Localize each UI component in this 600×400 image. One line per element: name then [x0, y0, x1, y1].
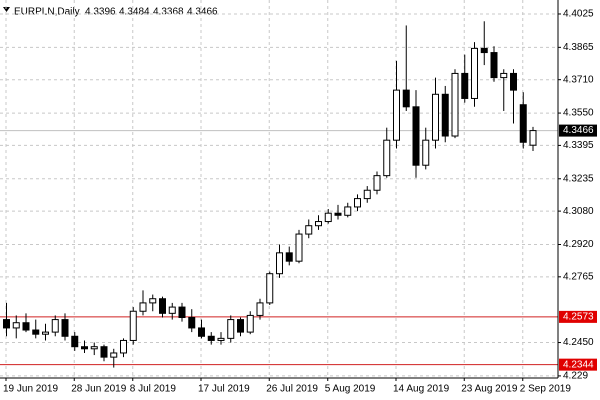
candle-body [461, 72, 469, 99]
candle-body [344, 206, 352, 216]
x-tick-label: 23 Aug 2019 [461, 384, 518, 395]
candle-body [383, 139, 391, 177]
candle-body [217, 337, 225, 341]
price-label: 4.2573 [563, 312, 594, 323]
price-label-bg [559, 124, 597, 137]
candle-body [3, 319, 10, 329]
candle-body [295, 233, 303, 262]
x-tick-label: 14 Aug 2019 [393, 384, 450, 395]
candle-body [354, 198, 361, 208]
candle-body [471, 47, 478, 99]
candle-body [51, 319, 59, 333]
x-tick-label: 17 Jul 2019 [198, 384, 250, 395]
candle-body [12, 322, 20, 329]
x-tick-label: 5 Aug 2019 [325, 384, 376, 395]
candle-body [529, 130, 537, 146]
candle-body [422, 139, 430, 166]
candle-body [334, 212, 342, 216]
ohlc-close: 4.3466 [187, 7, 218, 18]
candle-body [246, 314, 254, 333]
candle-body [393, 89, 400, 141]
x-tick-label: 26 Jul 2019 [266, 384, 318, 395]
dropdown-icon[interactable] [3, 7, 10, 12]
candle-body [500, 72, 508, 79]
candle-body [305, 225, 313, 235]
candle-body [81, 346, 88, 350]
candle-body [402, 89, 410, 108]
candle-body [100, 346, 108, 358]
candle-body [149, 298, 157, 304]
candle-body [71, 335, 79, 348]
candle-body [32, 329, 40, 335]
y-tick-label: 4.2765 [563, 271, 594, 282]
y-tick-label: 4.2920 [563, 239, 594, 250]
price-label-bg [559, 310, 597, 323]
candle-body [373, 175, 381, 191]
x-tick-label: 8 Jul 2019 [130, 384, 177, 395]
candle-body [129, 310, 137, 341]
y-tick-label: 4.3395 [563, 140, 594, 151]
candle-body [510, 72, 517, 91]
candle-body [227, 319, 235, 339]
y-tick-label: 4.3710 [563, 74, 594, 85]
candle-body [42, 331, 49, 335]
candle-body [178, 306, 186, 319]
y-tick-label: 4.3080 [563, 206, 594, 217]
ohlc-low: 4.3368 [153, 7, 184, 18]
candle-body [61, 319, 69, 337]
price-label-bg [559, 358, 597, 371]
candle-body [285, 252, 293, 262]
candle-body [207, 335, 215, 341]
candle-body [412, 106, 420, 166]
symbol-label: EURPLN,Daily [14, 7, 80, 18]
candle-body [490, 52, 498, 79]
y-tick-label: 4.3235 [563, 173, 594, 184]
candle-body [139, 302, 147, 312]
x-tick-label: 28 Jun 2019 [71, 384, 126, 395]
x-tick-label: 19 Jun 2019 [3, 384, 58, 395]
y-tick-label: 4.3550 [563, 108, 594, 119]
candle-body [519, 104, 527, 143]
candle-body [159, 298, 166, 314]
y-tick-label: 4.229 [563, 371, 588, 382]
ohlc-open: 4.3396 [85, 7, 116, 18]
x-tick-label: 2 Sep 2019 [520, 384, 572, 395]
candle-body [110, 352, 118, 358]
y-tick-label: 4.3865 [563, 42, 594, 53]
candle-body [198, 327, 205, 337]
candle-body [432, 93, 439, 141]
candle-body [188, 317, 196, 329]
candle-body [363, 189, 371, 200]
candle-body [168, 306, 176, 314]
candle-body [315, 221, 322, 227]
price-label: 4.2344 [563, 359, 594, 370]
candle-body [120, 339, 127, 354]
ohlc-high: 4.3484 [119, 7, 150, 18]
y-tick-label: 4.2450 [563, 337, 594, 348]
candle-body [256, 302, 264, 316]
price-label: 4.3466 [563, 125, 594, 136]
candle-body [266, 273, 274, 304]
candle-body [480, 47, 488, 54]
y-tick-label: 4.4025 [563, 9, 594, 20]
candle-body [90, 346, 98, 350]
candle-body [451, 72, 459, 137]
candle-body [276, 252, 283, 275]
candle-body [22, 322, 30, 331]
candle-body [324, 212, 332, 223]
candle-body [441, 93, 449, 137]
candle-body [237, 319, 244, 333]
